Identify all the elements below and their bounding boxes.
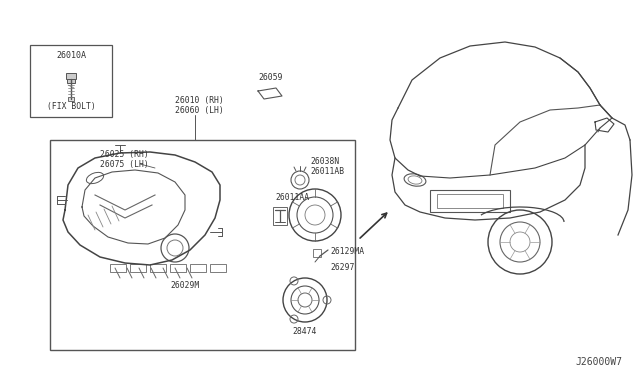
Text: 26025 (RH): 26025 (RH)	[100, 151, 148, 160]
Bar	[150, 264, 166, 272]
Bar	[210, 264, 226, 272]
Bar	[50, 140, 355, 350]
Text: 26129MA: 26129MA	[330, 247, 364, 257]
Text: 26010A: 26010A	[56, 51, 86, 60]
Text: 26075 (LH): 26075 (LH)	[100, 160, 148, 169]
Bar	[67, 79, 75, 83]
Bar	[190, 264, 206, 272]
Text: 26059: 26059	[258, 74, 282, 83]
Text: 26038N: 26038N	[310, 157, 339, 167]
Text: 28474: 28474	[293, 327, 317, 337]
Bar	[430, 190, 510, 212]
Text: 26011AA: 26011AA	[275, 193, 309, 202]
Bar	[30, 45, 112, 117]
Bar	[130, 264, 146, 272]
Bar	[313, 249, 321, 257]
Bar	[170, 264, 186, 272]
Text: 26297: 26297	[330, 263, 355, 273]
Bar	[110, 264, 126, 272]
Bar	[68, 97, 74, 101]
Text: 26060 (LH): 26060 (LH)	[175, 106, 224, 115]
Text: (FIX BOLT): (FIX BOLT)	[47, 102, 95, 110]
Bar	[273, 207, 287, 225]
Text: 26011AB: 26011AB	[310, 167, 344, 176]
Text: 26010 (RH): 26010 (RH)	[175, 96, 224, 105]
Bar	[66, 73, 76, 79]
Text: 26029M: 26029M	[170, 280, 199, 289]
Text: J26000W7: J26000W7	[575, 357, 622, 367]
Bar	[437, 194, 503, 208]
